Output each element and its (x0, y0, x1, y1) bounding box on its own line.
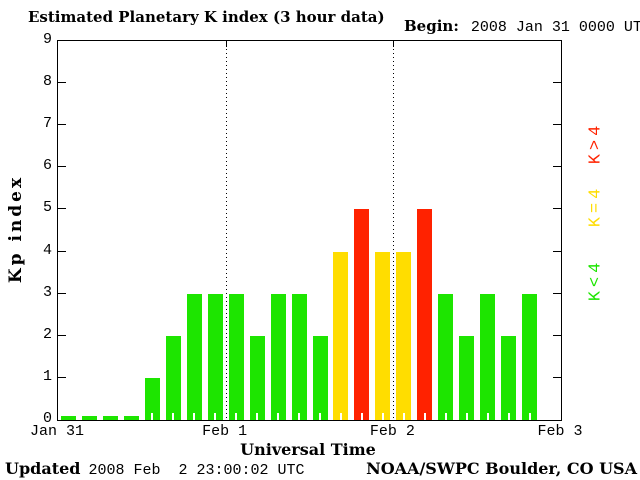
y-axis-tick-right (553, 334, 561, 336)
kp-bar (333, 251, 349, 420)
bar-tick-notch (402, 413, 405, 420)
y-axis-tick-right (553, 292, 561, 294)
y-axis-tick-left (58, 292, 66, 294)
updated-value: 2008 Feb 2 23:00:02 UTC (88, 462, 305, 479)
x-axis-title: Universal Time (240, 440, 376, 459)
y-axis-tick-right (553, 82, 561, 84)
day-gridline (393, 41, 395, 420)
bar-tick-notch (339, 413, 342, 420)
y-axis-tick-left (58, 250, 66, 252)
day-top-tick (225, 41, 227, 47)
kp-bar (417, 209, 433, 420)
y-axis-tick-left (58, 124, 66, 126)
bar-tick-notch (507, 413, 510, 420)
y-axis-tick-right (553, 250, 561, 252)
chart-title: Estimated Planetary K index (3 hour data… (28, 8, 385, 26)
kp-bar (249, 335, 265, 420)
bar-tick-notch (214, 413, 217, 420)
bar-tick-notch (465, 413, 468, 420)
bar-tick-notch (318, 413, 321, 420)
y-axis-tick-right (553, 376, 561, 378)
bar-tick-notch (528, 413, 531, 420)
y-tick-label: 1 (42, 367, 52, 385)
y-tick-label: 7 (42, 115, 52, 133)
kp-bar (270, 293, 286, 420)
kp-bar (81, 416, 97, 420)
bar-tick-notch (193, 413, 196, 420)
y-tick-label: 5 (42, 199, 52, 217)
y-axis-tick-left (58, 376, 66, 378)
bar-tick-notch (486, 413, 489, 420)
x-tick-label: Jan 31 (29, 423, 84, 440)
y-axis-tick-left (58, 166, 66, 168)
bar-tick-notch (360, 413, 363, 420)
kp-bar (459, 335, 475, 420)
legend-k-lt-4: K<4 (586, 258, 606, 302)
kp-bar (312, 335, 328, 420)
y-tick-label: 3 (42, 283, 52, 301)
kp-bar (123, 416, 139, 420)
bar-tick-notch (277, 413, 280, 420)
bar-tick-notch (381, 413, 384, 420)
x-tick-label: Feb 1 (202, 423, 248, 440)
y-axis-tick-left (58, 208, 66, 210)
kp-bar (438, 293, 454, 420)
kp-bar (165, 335, 181, 420)
begin-label: Begin: (404, 17, 459, 35)
kp-bar (480, 293, 496, 420)
legend-k-eq-4: K=4 (586, 184, 606, 228)
kp-bar (61, 416, 76, 420)
y-tick-label: 4 (42, 241, 52, 259)
kp-bar (228, 293, 244, 420)
y-tick-label: 6 (42, 157, 52, 175)
x-tick-label: Feb 2 (369, 423, 415, 440)
bar-tick-notch (444, 413, 447, 420)
day-top-tick (393, 41, 395, 47)
y-tick-label: 2 (42, 325, 52, 343)
begin-value: 2008 Jan 31 0000 UTC (470, 19, 640, 36)
y-tick-label: 0 (42, 410, 52, 427)
updated-row: Updated 2008 Feb 2 23:00:02 UTC (5, 459, 305, 479)
y-axis-tick-right (553, 124, 561, 126)
plot-area (57, 40, 562, 421)
bar-tick-notch (172, 413, 175, 420)
kp-bar (354, 209, 370, 420)
kp-bar (186, 293, 202, 420)
bar-tick-notch (151, 413, 154, 420)
kp-bar (522, 293, 538, 420)
legend-k-gt-4: K>4 (586, 121, 606, 165)
kp-bar (144, 377, 160, 420)
kp-bar (102, 416, 118, 420)
bar-tick-notch (256, 413, 259, 420)
kp-bar (396, 251, 412, 420)
day-gridline (225, 41, 227, 420)
credit-text: NOAA/SWPC Boulder, CO USA (366, 459, 637, 478)
kp-bar (501, 335, 517, 420)
kp-bar (291, 293, 307, 420)
bar-tick-notch (423, 413, 426, 420)
y-axis-tick-left (58, 334, 66, 336)
begin-row: Begin: 2008 Jan 31 0000 UTC (404, 17, 640, 36)
kp-bar (375, 251, 391, 420)
y-axis-title: Kp index (6, 174, 26, 284)
kp-bar (207, 293, 223, 420)
y-axis-tick-right (553, 208, 561, 210)
updated-label: Updated (5, 459, 81, 478)
y-axis-tick-left (58, 82, 66, 84)
y-tick-label: 8 (42, 73, 52, 91)
bar-tick-notch (298, 413, 301, 420)
x-tick-label: Feb 3 (537, 423, 583, 440)
bar-tick-notch (235, 413, 238, 420)
y-axis-tick-right (553, 166, 561, 168)
y-tick-label: 9 (42, 31, 52, 48)
